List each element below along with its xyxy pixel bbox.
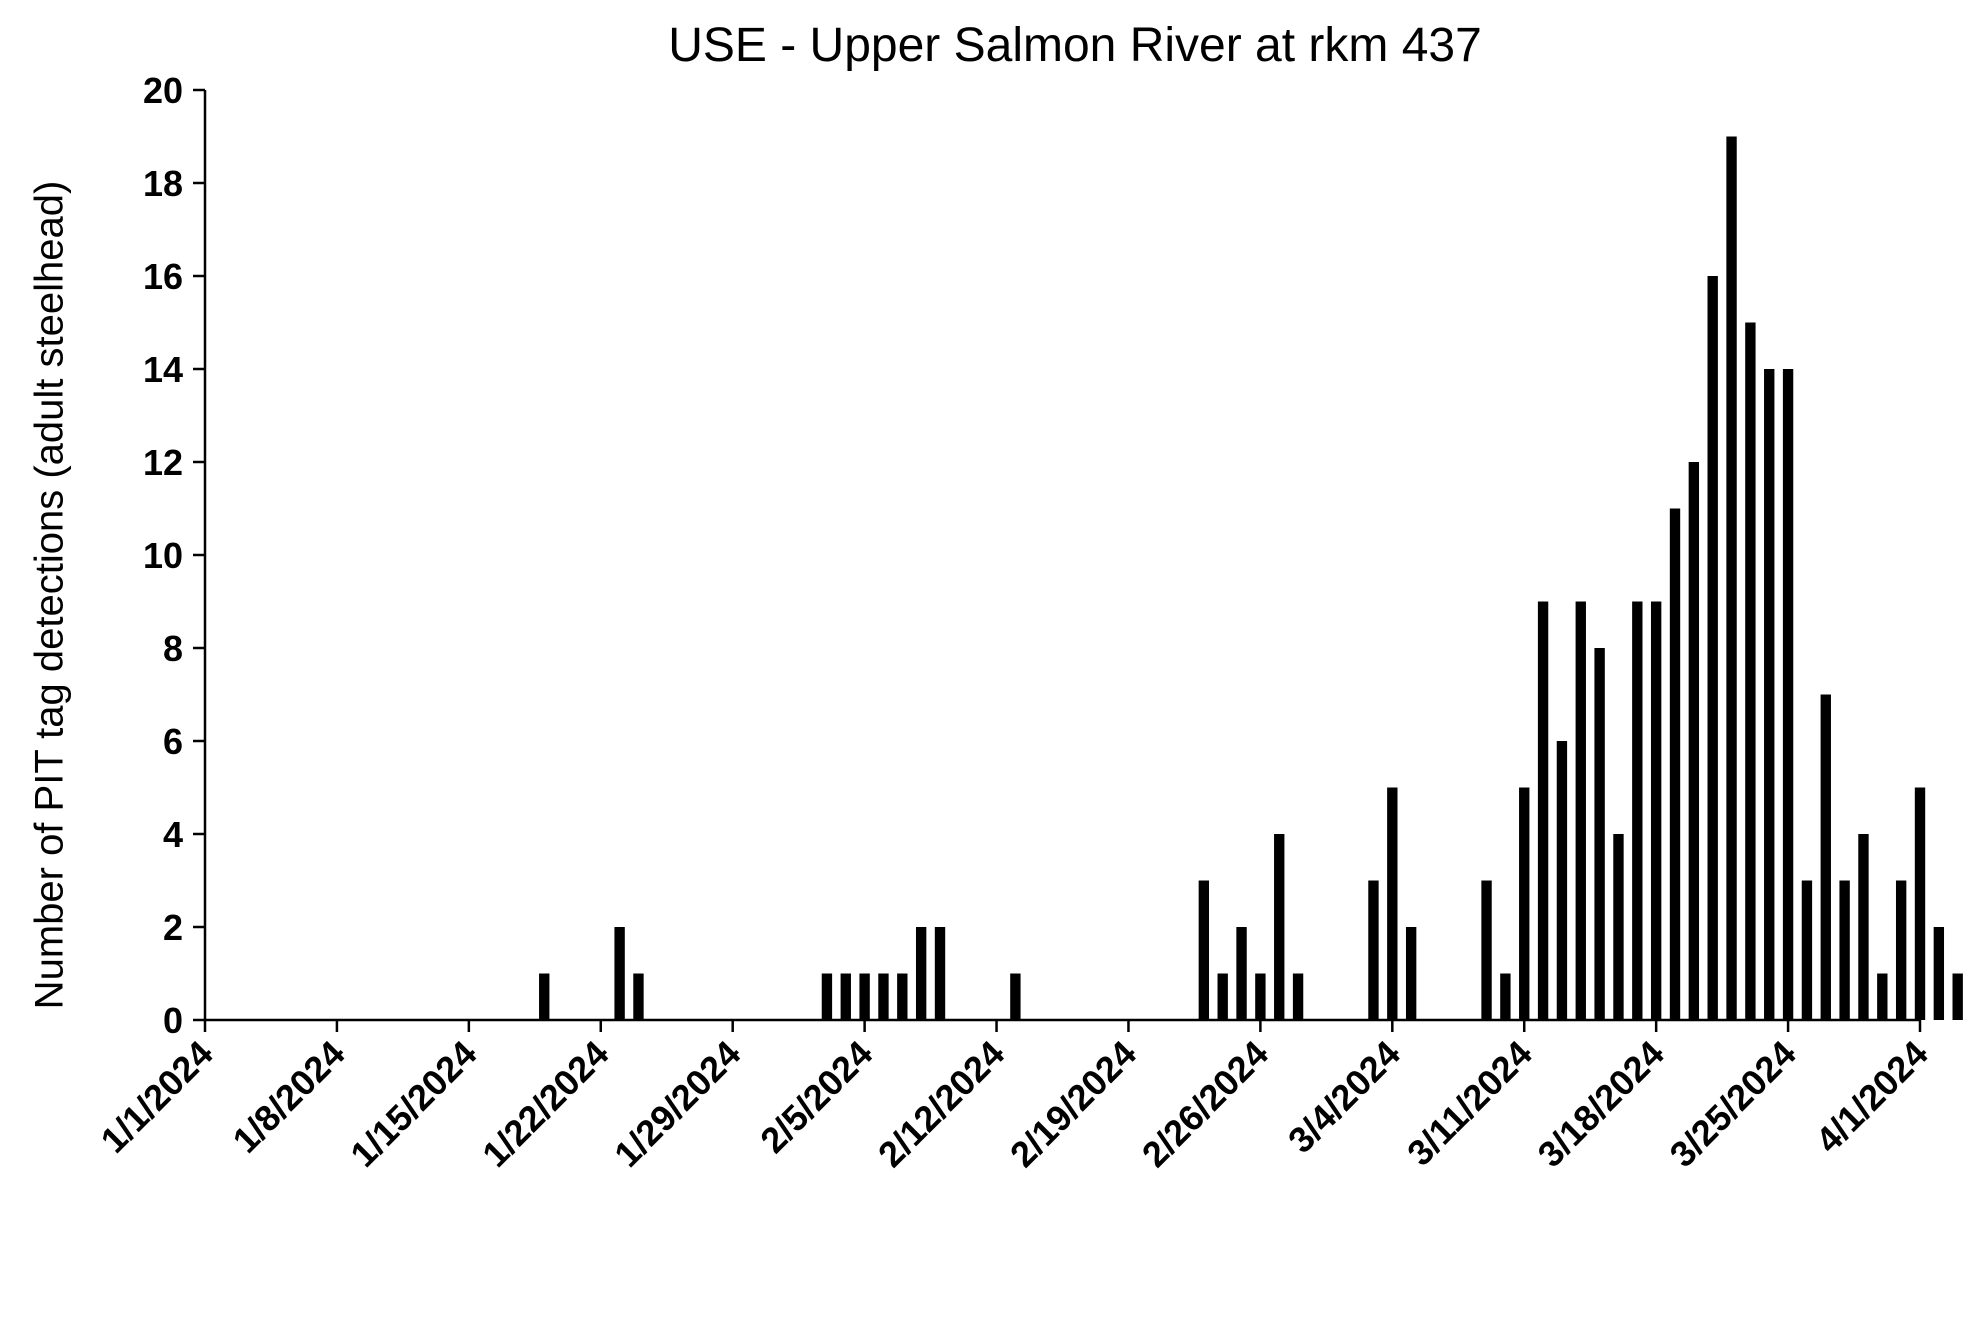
bar bbox=[633, 973, 644, 1020]
bar bbox=[915, 927, 927, 1020]
y-tick-label: 4 bbox=[163, 814, 183, 855]
x-tick-label: 1/8/2024 bbox=[224, 1033, 352, 1161]
bar bbox=[1198, 880, 1210, 1020]
y-tick-label: 8 bbox=[163, 628, 183, 669]
bar bbox=[1707, 276, 1718, 1020]
x-tick-label: 3/25/2024 bbox=[1661, 1033, 1803, 1175]
x-tick-label: 1/29/2024 bbox=[606, 1033, 748, 1175]
bar bbox=[897, 973, 908, 1020]
bar bbox=[614, 927, 625, 1020]
x-ticks-group: 1/1/2024 1/8/20241/15/20241/22/20241/29/2… bbox=[93, 1020, 1936, 1175]
x-tick-label: 1/15/2024 bbox=[342, 1033, 484, 1175]
bar bbox=[1688, 462, 1700, 1020]
bar bbox=[859, 973, 870, 1020]
y-tick-label: 10 bbox=[143, 535, 183, 576]
bar bbox=[1274, 834, 1285, 1020]
bar bbox=[1556, 741, 1568, 1020]
bar bbox=[1217, 973, 1228, 1020]
bar bbox=[1726, 136, 1737, 1020]
y-tick-label: 0 bbox=[163, 1000, 183, 1041]
bar bbox=[1481, 880, 1492, 1020]
x-tick-label: 1/1/2024 bbox=[93, 1033, 221, 1161]
bar bbox=[539, 973, 550, 1020]
bar bbox=[1236, 927, 1247, 1020]
y-tick-label: 18 bbox=[143, 163, 183, 204]
x-tick-label: 2/26/2024 bbox=[1134, 1033, 1276, 1175]
bar bbox=[1952, 973, 1963, 1020]
bar bbox=[1632, 601, 1643, 1020]
x-tick-label: 3/11/2024 bbox=[1399, 1033, 1540, 1174]
x-tick-label: 3/18/2024 bbox=[1530, 1033, 1672, 1175]
bar bbox=[1575, 601, 1586, 1020]
bar bbox=[1500, 973, 1511, 1020]
x-tick-label: 3/4/2024 bbox=[1280, 1033, 1408, 1161]
x-tick-label: 2/12/2024 bbox=[870, 1033, 1012, 1175]
bar bbox=[1537, 601, 1549, 1020]
bar bbox=[934, 927, 946, 1020]
x-tick-label: 2/5/2024 bbox=[752, 1033, 880, 1161]
bar bbox=[1387, 787, 1398, 1020]
bar bbox=[1613, 834, 1624, 1020]
y-ticks-group: 0 2 4 6 8 10 12 14 16 18 20 bbox=[143, 70, 205, 1041]
bar bbox=[1764, 369, 1775, 1020]
bar bbox=[1914, 787, 1926, 1020]
bar bbox=[1669, 508, 1681, 1020]
x-tick-label: 1/22/2024 bbox=[474, 1033, 616, 1175]
bar bbox=[1877, 973, 1888, 1020]
bar bbox=[1839, 880, 1850, 1020]
bar bbox=[1895, 880, 1907, 1020]
bar bbox=[1858, 834, 1869, 1020]
y-tick-label: 2 bbox=[163, 907, 183, 948]
bar bbox=[1782, 369, 1794, 1020]
y-tick-label: 14 bbox=[143, 349, 183, 390]
bar bbox=[1292, 973, 1304, 1020]
chart-title: USE - Upper Salmon River at rkm 437 bbox=[668, 19, 1482, 72]
bar bbox=[840, 973, 851, 1020]
y-tick-label: 6 bbox=[163, 721, 183, 762]
bar bbox=[1010, 973, 1021, 1020]
bar bbox=[1405, 927, 1417, 1020]
axes-group bbox=[203, 90, 1920, 1022]
x-tick-label: 4/1/2024 bbox=[1808, 1033, 1936, 1161]
bar bbox=[878, 973, 889, 1020]
bar bbox=[1368, 880, 1379, 1020]
x-tick-label: 2/19/2024 bbox=[1002, 1033, 1144, 1175]
bar bbox=[1650, 601, 1662, 1020]
bar bbox=[821, 973, 833, 1020]
y-tick-label: 12 bbox=[143, 442, 183, 483]
bar bbox=[1801, 880, 1813, 1020]
bars-group bbox=[539, 136, 1963, 1020]
bar bbox=[1820, 694, 1831, 1020]
bar bbox=[1519, 787, 1530, 1020]
bar bbox=[1933, 927, 1945, 1020]
y-tick-label: 20 bbox=[143, 70, 183, 111]
y-tick-label: 16 bbox=[143, 256, 183, 297]
bar bbox=[1594, 648, 1605, 1020]
bar bbox=[1745, 322, 1756, 1020]
bar bbox=[1255, 973, 1266, 1020]
